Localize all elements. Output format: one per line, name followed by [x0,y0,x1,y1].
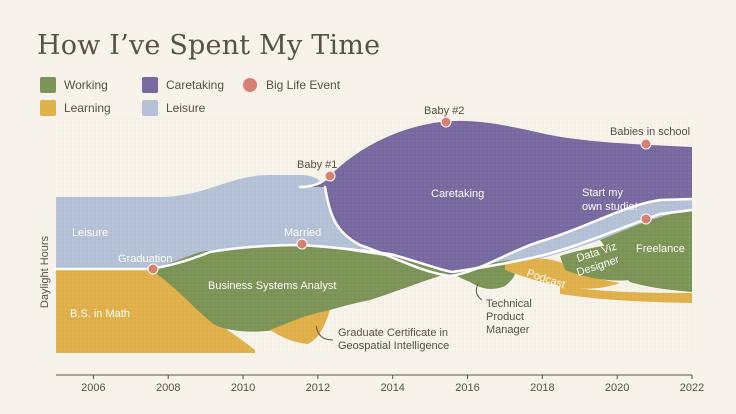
grain-overlay [56,118,692,354]
legend-swatch-learning [40,100,56,116]
label-tpm-1: Technical [486,298,532,310]
x-tick-label: 2022 [680,382,704,394]
event-marker-married [296,238,308,250]
legend-label-leisure: Leisure [166,101,206,115]
event-label-baby-1: Baby #1 [297,159,337,171]
event-label-graduation: Graduation [118,253,172,265]
label-tpm-2: Product [486,311,524,323]
label-freelance: Freelance [636,243,685,255]
x-tick-label: 2010 [231,382,255,394]
x-tick-label: 2008 [156,382,180,394]
label-caretaking: Caretaking [431,188,484,200]
x-tick-label: 2012 [306,382,330,394]
legend-label-event: Big Life Event [266,78,341,92]
event-marker-baby-1 [324,170,336,182]
x-tick-label: 2016 [455,382,479,394]
legend-label-working: Working [64,78,108,92]
event-marker-baby-2 [440,116,452,128]
legend-label-caretaking: Caretaking [166,78,224,92]
label-business-analyst: Business Systems Analyst [208,280,336,292]
label-tpm-3: Manager [486,324,530,336]
legend: Working Caretaking Big Life Event Learni… [40,77,341,116]
x-ticks: 2006 2008 2010 2012 2014 2016 2018 2020 2022 [81,375,704,394]
event-marker-babies-school [640,138,652,150]
leader-tpm [475,283,483,301]
x-tick-label: 2020 [605,382,629,394]
event-label-baby-2: Baby #2 [424,105,464,117]
legend-label-learning: Learning [64,101,111,115]
event-label-married: Married [284,227,321,239]
events: Graduation Married Baby #1 Baby #2 Babie… [118,105,690,275]
label-grad-cert-1: Graduate Certificate in [338,327,448,339]
legend-marker-event [243,78,257,92]
line-leisure-bottom [54,208,694,274]
event-marker-studio [640,213,652,225]
event-label-babies-school: Babies in school [610,126,690,138]
event-label-studio-2: own studio! [582,201,638,213]
event-marker-graduation [147,263,159,275]
leader-grad-cert [315,325,334,341]
x-tick-label: 2018 [530,382,554,394]
legend-swatch-caretaking [142,77,158,93]
label-leisure: Leisure [72,227,108,239]
label-bs-math: B.S. in Math [70,308,130,320]
segment-labels: Leisure B.S. in Math Business Systems An… [70,188,685,352]
label-grad-cert-2: Geospatial Intelligence [338,340,449,352]
y-axis-label: Daylight Hours [39,235,51,308]
axes: 2006 2008 2010 2012 2014 2016 2018 2020 2022 Day… [39,235,704,394]
legend-swatch-leisure [142,100,158,116]
x-tick-label: 2006 [81,382,105,394]
line-caretaking-bottom [323,185,694,278]
chart-title: How I’ve Spent My Time [37,30,381,61]
legend-swatch-working [40,77,56,93]
x-tick-label: 2014 [380,382,404,394]
event-label-studio-1: Start my [582,187,623,199]
